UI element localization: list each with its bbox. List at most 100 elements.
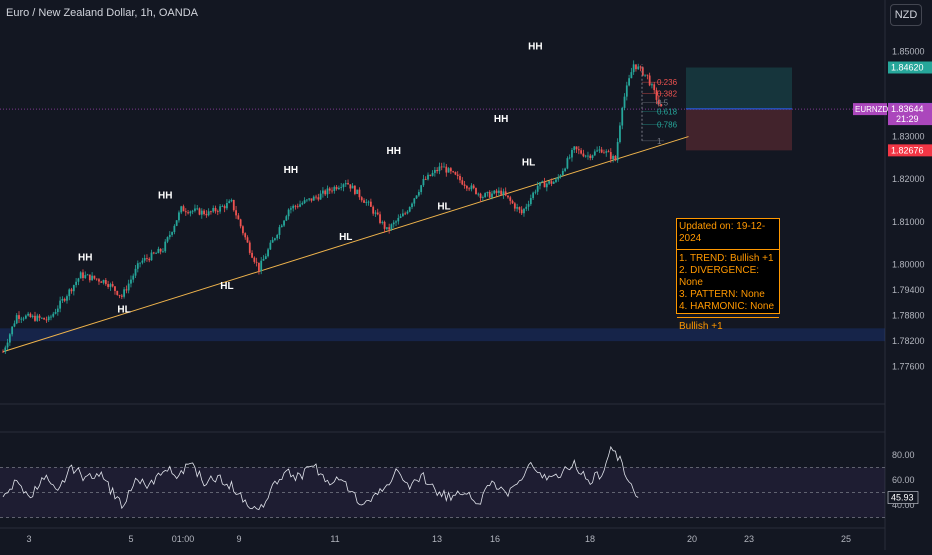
candle-body[interactable]	[45, 319, 48, 321]
candle-body[interactable]	[381, 221, 384, 223]
candle-body[interactable]	[86, 274, 89, 276]
candle-body[interactable]	[296, 206, 299, 208]
candle-body[interactable]	[635, 64, 637, 70]
candle-body[interactable]	[301, 203, 304, 205]
candle-body[interactable]	[413, 198, 416, 204]
candle-body[interactable]	[47, 316, 50, 321]
candle-body[interactable]	[383, 221, 386, 229]
candle-body[interactable]	[274, 238, 276, 240]
candle-body[interactable]	[502, 191, 505, 195]
candle-body[interactable]	[258, 262, 260, 271]
candle-body[interactable]	[223, 206, 226, 209]
candle-body[interactable]	[200, 210, 203, 215]
candle-body[interactable]	[461, 180, 464, 185]
candle-body[interactable]	[593, 151, 596, 156]
candle-body[interactable]	[107, 284, 110, 287]
candle-body[interactable]	[351, 185, 354, 189]
candle-body[interactable]	[397, 217, 400, 222]
candle-body[interactable]	[543, 181, 546, 188]
candle-body[interactable]	[646, 74, 649, 76]
candle-body[interactable]	[328, 188, 331, 191]
candle-body[interactable]	[449, 168, 452, 172]
candle-body[interactable]	[438, 166, 441, 172]
candle-body[interactable]	[475, 188, 477, 194]
candle-body[interactable]	[31, 315, 34, 318]
candle-body[interactable]	[11, 326, 14, 335]
candle-body[interactable]	[187, 212, 189, 214]
candle-body[interactable]	[29, 313, 32, 318]
candle-body[interactable]	[468, 188, 471, 190]
candle-body[interactable]	[367, 201, 370, 203]
candle-body[interactable]	[365, 201, 368, 203]
candle-body[interactable]	[331, 190, 333, 192]
candle-body[interactable]	[337, 187, 340, 190]
candle-body[interactable]	[294, 205, 297, 207]
candle-body[interactable]	[555, 179, 557, 182]
candle-body[interactable]	[171, 232, 173, 235]
candle-body[interactable]	[214, 207, 217, 212]
candle-body[interactable]	[93, 275, 96, 279]
candle-body[interactable]	[166, 237, 169, 242]
candle-body[interactable]	[63, 298, 66, 301]
candle-body[interactable]	[306, 199, 308, 201]
candle-body[interactable]	[159, 248, 162, 252]
candle-body[interactable]	[568, 157, 571, 159]
candle-body[interactable]	[173, 225, 176, 233]
candle-body[interactable]	[573, 146, 576, 150]
candle-body[interactable]	[312, 196, 315, 201]
candle-body[interactable]	[18, 315, 20, 319]
candle-body[interactable]	[102, 280, 105, 283]
candle-body[interactable]	[299, 204, 301, 207]
candle-body[interactable]	[150, 252, 153, 261]
candle-body[interactable]	[347, 183, 349, 185]
candle-body[interactable]	[548, 181, 551, 184]
candle-body[interactable]	[390, 224, 393, 230]
candle-body[interactable]	[232, 199, 235, 211]
candle-body[interactable]	[564, 168, 567, 171]
candle-body[interactable]	[541, 181, 544, 183]
candle-body[interactable]	[392, 222, 395, 225]
candle-body[interactable]	[56, 308, 59, 313]
candle-body[interactable]	[395, 221, 397, 223]
candle-body[interactable]	[98, 279, 100, 282]
candle-body[interactable]	[216, 211, 219, 212]
candles-layer[interactable]	[2, 60, 662, 354]
candle-body[interactable]	[180, 206, 183, 213]
candle-body[interactable]	[529, 198, 532, 205]
candle-body[interactable]	[561, 170, 564, 176]
candle-body[interactable]	[598, 149, 601, 151]
candle-body[interactable]	[61, 298, 64, 301]
candle-body[interactable]	[596, 150, 598, 152]
candle-body[interactable]	[545, 183, 548, 188]
candle-body[interactable]	[40, 317, 43, 319]
candle-body[interactable]	[648, 75, 651, 86]
candle-body[interactable]	[507, 195, 509, 198]
candle-body[interactable]	[285, 216, 288, 221]
candle-body[interactable]	[591, 155, 594, 159]
candle-body[interactable]	[431, 172, 434, 176]
candle-body[interactable]	[532, 192, 535, 199]
candle-body[interactable]	[497, 190, 500, 193]
candle-body[interactable]	[518, 207, 521, 210]
candle-body[interactable]	[342, 184, 345, 188]
candle-body[interactable]	[628, 78, 630, 86]
candle-body[interactable]	[308, 198, 311, 200]
candle-body[interactable]	[550, 181, 553, 184]
candle-body[interactable]	[100, 281, 103, 283]
candle-body[interactable]	[155, 253, 157, 254]
candle-body[interactable]	[333, 186, 336, 192]
candle-body[interactable]	[43, 317, 46, 320]
candle-body[interactable]	[504, 191, 507, 196]
candle-body[interactable]	[625, 85, 628, 97]
candle-body[interactable]	[509, 197, 512, 201]
candle-body[interactable]	[20, 318, 23, 320]
candle-body[interactable]	[15, 315, 18, 324]
candle-body[interactable]	[319, 193, 322, 200]
candle-body[interactable]	[401, 213, 404, 217]
candle-body[interactable]	[369, 201, 372, 207]
candle-body[interactable]	[340, 187, 343, 188]
candle-body[interactable]	[54, 312, 57, 314]
candle-body[interactable]	[262, 259, 265, 261]
candle-body[interactable]	[184, 211, 187, 213]
